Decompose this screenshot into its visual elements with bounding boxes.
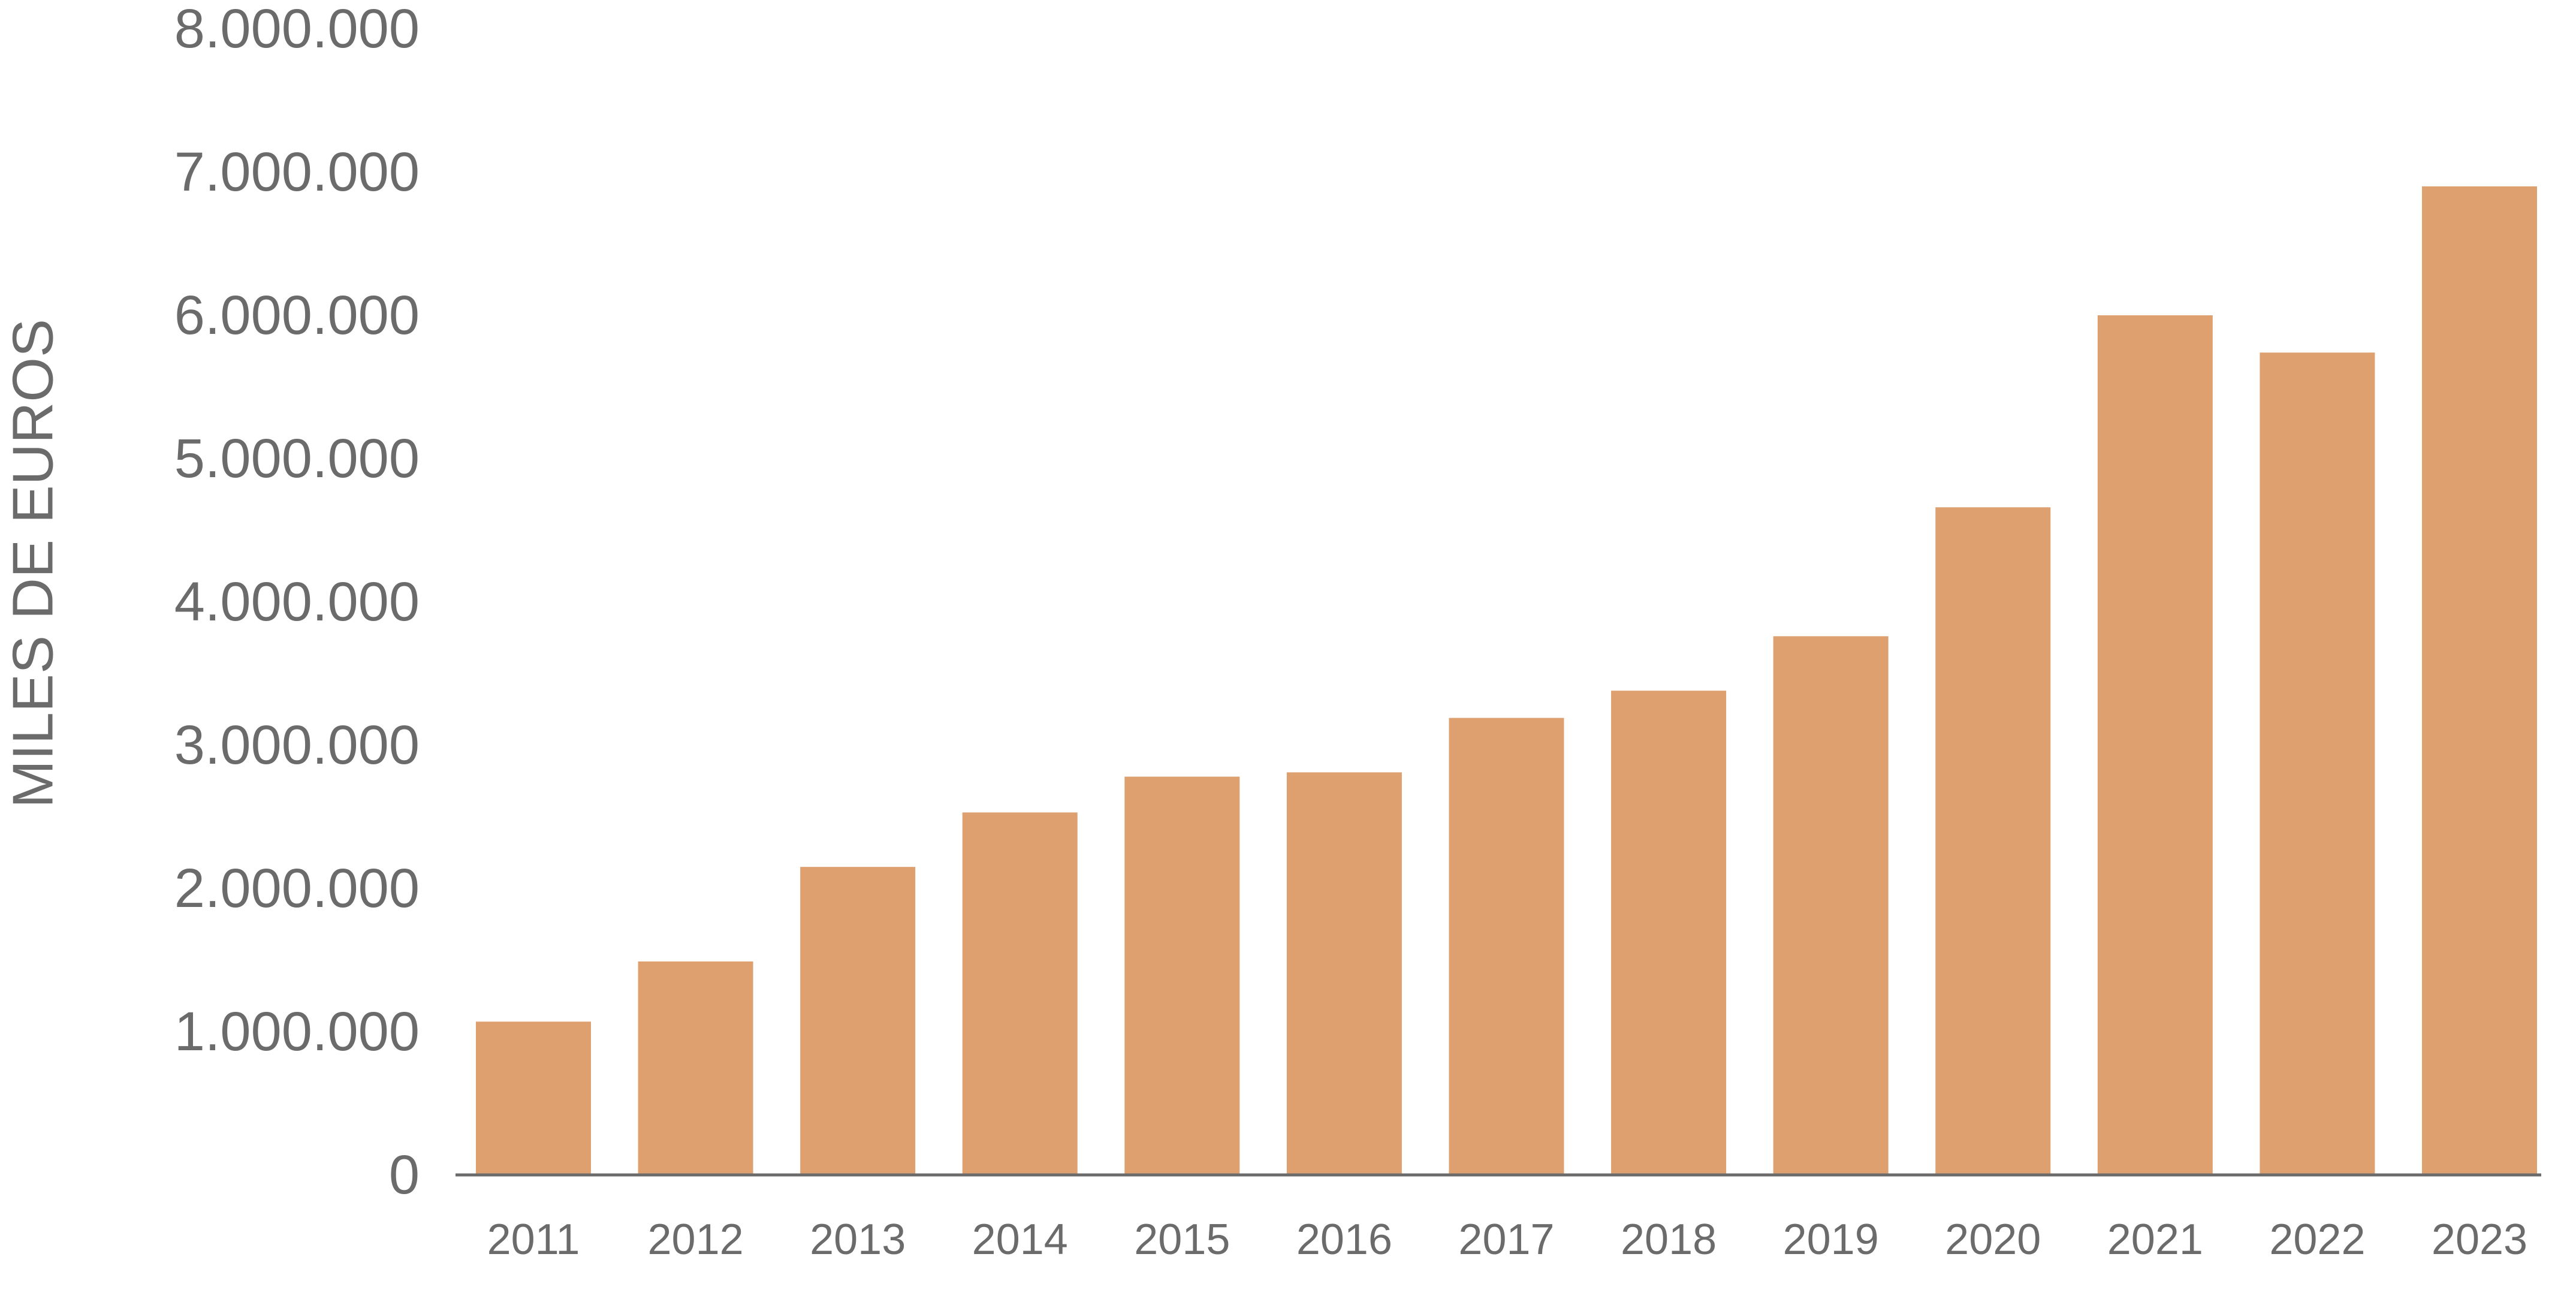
x-tick-label: 2013 (810, 1216, 906, 1264)
x-tick-label: 2011 (487, 1216, 580, 1264)
bar-2021 (2097, 315, 2213, 1175)
x-tick-label: 2018 (1621, 1216, 1717, 1264)
bar-2011 (476, 1021, 591, 1175)
y-tick-label: 2.000.000 (174, 858, 420, 919)
y-tick-label: 6.000.000 (174, 285, 420, 346)
bar-2020 (1935, 507, 2051, 1175)
x-tick-label: 2023 (2432, 1216, 2527, 1264)
bar-2017 (1449, 718, 1564, 1175)
x-tick-label: 2019 (1783, 1216, 1879, 1264)
y-tick-label: 4.000.000 (174, 571, 420, 632)
y-tick-label: 3.000.000 (174, 715, 420, 776)
bar-2015 (1124, 776, 1240, 1175)
bar-2023 (2422, 186, 2537, 1175)
y-axis-label: MILES DE EUROS (1, 319, 65, 808)
y-tick-label: 5.000.000 (174, 428, 420, 489)
y-tick-label: 0 (389, 1144, 420, 1205)
bar-2014 (962, 812, 1078, 1175)
x-tick-label: 2016 (1296, 1216, 1392, 1264)
x-tick-label: 2012 (647, 1216, 743, 1264)
bars (476, 186, 2537, 1175)
bar-2018 (1611, 691, 1727, 1175)
bar-2016 (1286, 772, 1402, 1175)
x-tick-label: 2021 (2107, 1216, 2203, 1264)
x-tick-label: 2022 (2269, 1216, 2365, 1264)
x-axis-ticks: 2011 2012 2013 2014 2015 2016 2017 2018 2019 2020… (487, 1216, 2528, 1264)
x-tick-label: 2014 (972, 1216, 1068, 1264)
x-tick-label: 2020 (1945, 1216, 2041, 1264)
y-axis-ticks: 0 1.000.000 2.000.000 3.000.000 4.000.000 5.0… (174, 0, 420, 1205)
y-tick-label: 7.000.000 (174, 141, 420, 203)
x-tick-label: 2015 (1134, 1216, 1230, 1264)
y-tick-label: 8.000.000 (174, 0, 420, 59)
bar-2019 (1773, 636, 1889, 1175)
x-tick-label: 2017 (1458, 1216, 1554, 1264)
bar-2013 (800, 867, 916, 1175)
y-tick-label: 1.000.000 (174, 1001, 420, 1062)
bar-2012 (638, 961, 753, 1175)
bar-2022 (2260, 352, 2375, 1175)
